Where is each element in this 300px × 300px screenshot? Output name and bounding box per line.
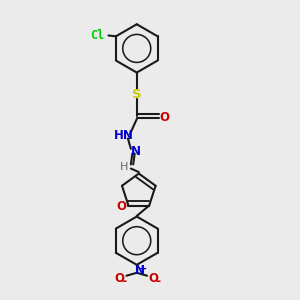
Text: -: -	[155, 275, 160, 288]
Text: S: S	[132, 88, 142, 100]
Text: H: H	[120, 162, 129, 172]
Text: O: O	[116, 200, 126, 214]
Text: N: N	[135, 264, 145, 277]
Text: Cl: Cl	[90, 29, 105, 42]
Text: HN: HN	[114, 129, 134, 142]
Text: O: O	[149, 272, 159, 285]
Text: O: O	[115, 272, 125, 285]
Text: O: O	[160, 111, 170, 124]
Text: +: +	[139, 264, 147, 274]
Text: N: N	[131, 145, 141, 158]
Text: -: -	[122, 275, 127, 288]
